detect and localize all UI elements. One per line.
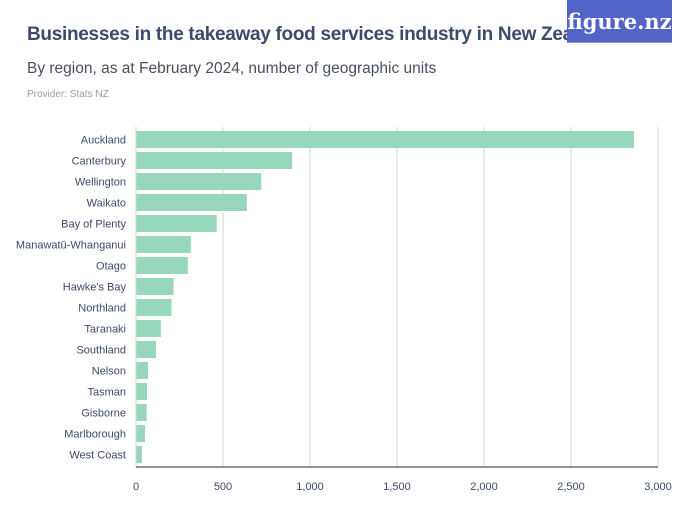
chart-title: Businesses in the takeaway food services… [27, 24, 611, 45]
bar-nelson [136, 362, 149, 379]
bar-northland [136, 299, 172, 316]
category-label: Taranaki [84, 324, 126, 336]
bar-canterbury [136, 152, 293, 169]
bar-marlborough [136, 425, 146, 442]
bar-auckland [136, 131, 634, 148]
category-label: Marlborough [64, 429, 126, 441]
category-label: Wellington [75, 177, 126, 189]
category-label: Nelson [92, 366, 126, 378]
category-label: Tasman [87, 387, 126, 399]
bar-bay-of-plenty [136, 215, 217, 232]
category-label: Hawke's Bay [63, 282, 127, 294]
category-label: Northland [78, 303, 126, 315]
category-label: Bay of Plenty [61, 219, 126, 231]
x-tick-label: 500 [214, 481, 232, 493]
x-tick-label: 1,500 [383, 481, 411, 493]
category-label: Manawatū-Whanganui [16, 240, 126, 252]
category-label: West Coast [69, 450, 126, 462]
bar-gisborne [136, 404, 147, 421]
x-tick-label: 1,000 [296, 481, 324, 493]
category-label: Gisborne [81, 408, 126, 420]
bar-taranaki [136, 320, 161, 337]
bar-hawke-s-bay [136, 278, 174, 295]
bar-manawat-whanganui [136, 236, 191, 253]
figure-nz-logo[interactable]: figure.nz [567, 0, 672, 43]
x-tick-label: 2,000 [470, 481, 498, 493]
chart-subtitle: By region, as at February 2024, number o… [27, 60, 437, 77]
category-label: Southland [76, 345, 126, 357]
bar-tasman [136, 383, 147, 400]
category-label: Waikato [87, 198, 126, 210]
category-label: Canterbury [72, 156, 127, 168]
bar-waikato [136, 194, 247, 211]
x-tick-label: 0 [133, 481, 139, 493]
bar-west-coast [136, 446, 142, 463]
x-tick-label: 2,500 [557, 481, 585, 493]
provider-label: Provider: Stats NZ [27, 89, 109, 100]
x-tick-label: 3,000 [644, 481, 672, 493]
category-label: Auckland [81, 135, 126, 147]
bar-otago [136, 257, 188, 274]
bar-wellington [136, 173, 262, 190]
category-label: Otago [96, 261, 126, 273]
bar-southland [136, 341, 157, 358]
